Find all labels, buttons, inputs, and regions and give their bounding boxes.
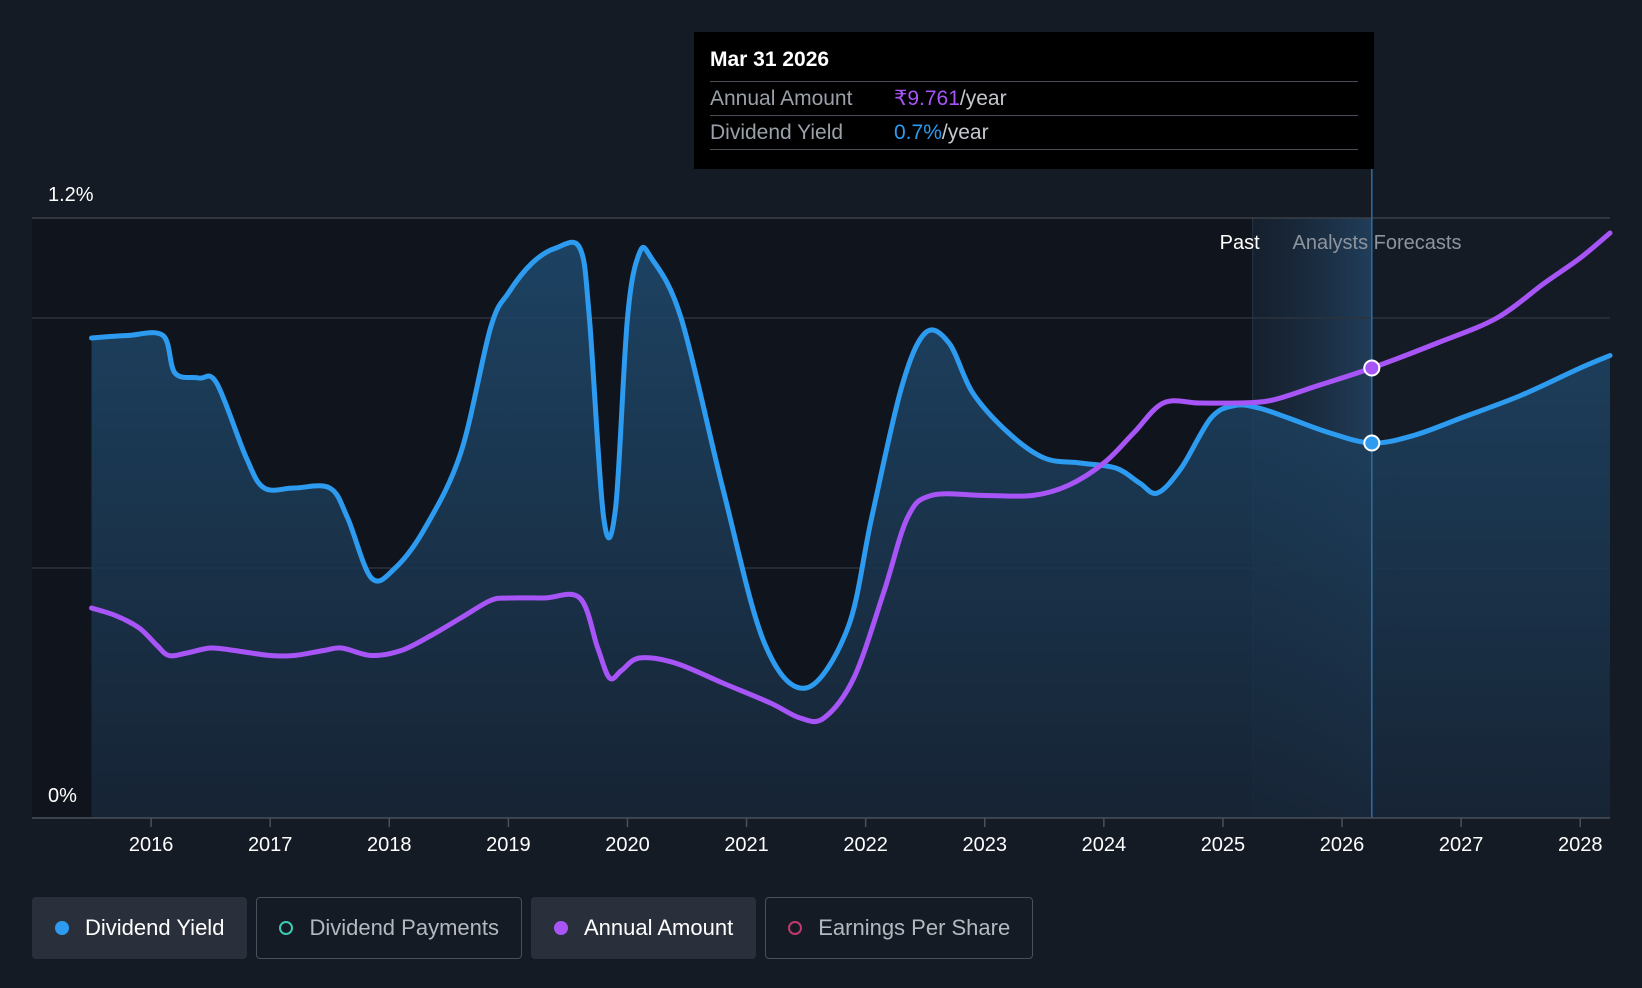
legend-dividend-yield-toggle[interactable]: Dividend Yield [32, 897, 248, 959]
dividend-yield-area [91, 242, 1610, 818]
tooltip-yield-unit: /year [941, 121, 989, 144]
y-tick-label: 0% [48, 785, 77, 807]
legend-earnings-per-share-dot-icon [788, 921, 803, 935]
forecast-region-label: Analysts Forecasts [1293, 232, 1462, 254]
legend-dividend-payments-toggle[interactable]: Dividend Payments [256, 897, 522, 959]
y-axis-labels: 1.2% 0% [48, 184, 94, 807]
y-tick-label: 1.2% [48, 184, 94, 206]
x-tick-label: 2027 [1439, 834, 1484, 856]
x-tick-label: 2020 [605, 834, 650, 856]
tooltip-amount-row: Annual Amount ₹9.761 /year [710, 81, 1358, 115]
x-tick-label: 2023 [963, 834, 1008, 856]
past-region-label: Past [1220, 232, 1260, 254]
x-tick-label: 2028 [1558, 834, 1603, 856]
legend-dividend-payments-dot-icon [279, 921, 294, 935]
legend-annual-amount-dot-icon [553, 921, 568, 935]
dividend-yield-line[interactable] [89, 239, 1613, 691]
series-markers [1363, 359, 1381, 452]
x-tick-label: 2025 [1201, 834, 1246, 856]
x-tick-label: 2017 [248, 834, 293, 856]
legend-earnings-per-share-toggle[interactable]: Earnings Per Share [765, 897, 1034, 959]
legend-dividend-yield-label: Dividend Yield [85, 915, 225, 940]
dividend-yield-marker [1363, 434, 1381, 452]
x-tick-label: 2022 [843, 834, 888, 856]
x-tick-label: 2019 [486, 834, 531, 856]
legend-earnings-per-share-label: Earnings Per Share [818, 915, 1011, 940]
tooltip-date: Mar 31 2026 [710, 48, 830, 71]
legend-dividend-payments-label: Dividend Payments [309, 915, 499, 940]
tooltip-yield-label: Dividend Yield [710, 121, 844, 144]
tooltip-yield-row: Dividend Yield 0.7% /year [710, 115, 1358, 150]
tooltip: Mar 31 2026 Annual Amount ₹9.761 /year D… [694, 32, 1374, 169]
x-tick-label: 2024 [1082, 834, 1127, 856]
legend: Dividend Yield Dividend Payments Annual … [32, 897, 1034, 959]
annual-amount-marker [1363, 359, 1381, 377]
x-tick-label: 2026 [1320, 834, 1365, 856]
x-axis-ticks: 2016 2017 2018 2019 2020 2021 2022 2023 2024 2025… [129, 818, 1603, 856]
tooltip-amount-label: Annual Amount [710, 87, 853, 110]
annual-amount-line[interactable] [89, 230, 1613, 725]
tooltip-amount-unit: /year [959, 87, 1007, 110]
legend-annual-amount-label: Annual Amount [583, 915, 734, 940]
x-tick-label: 2021 [724, 834, 769, 856]
legend-dividend-yield-dot-icon [55, 921, 69, 935]
legend-annual-amount-toggle[interactable]: Annual Amount [530, 897, 757, 959]
tooltip-yield-value: 0.7% [894, 121, 942, 144]
x-tick-label: 2018 [367, 834, 412, 856]
x-tick-label: 2016 [129, 834, 174, 856]
tooltip-amount-value: ₹9.761 [894, 87, 960, 110]
